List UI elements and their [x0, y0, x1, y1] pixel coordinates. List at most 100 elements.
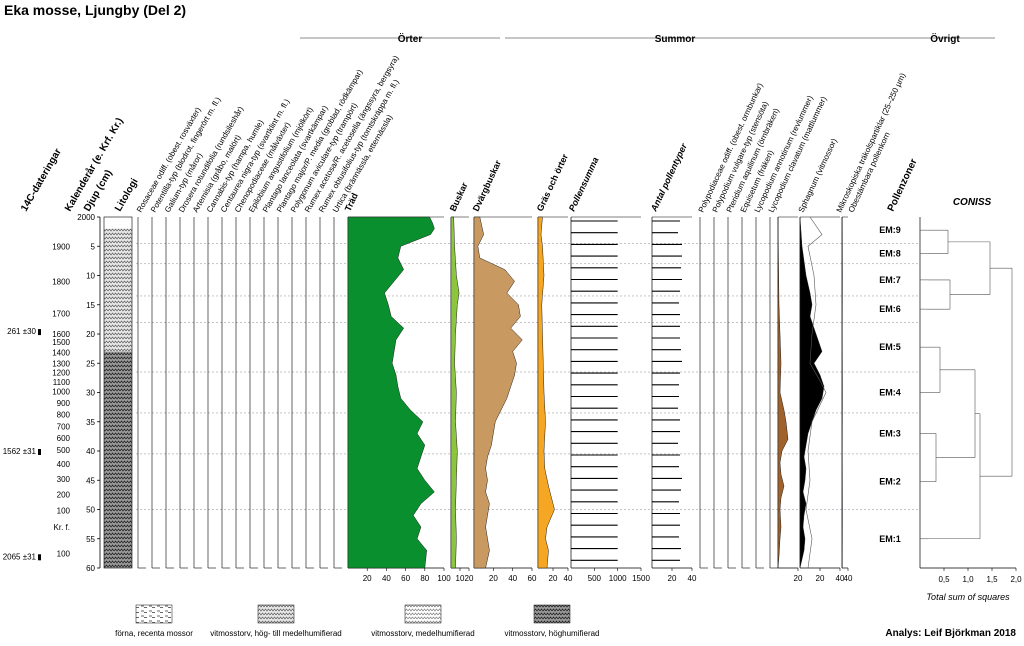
group-header-ovrigt: Övrigt: [930, 32, 960, 45]
sum-series-label: Dvärgbuskar: [471, 158, 504, 213]
series-tick-label: 40: [508, 574, 517, 583]
calendar-tick-label: 700: [57, 422, 71, 431]
series-tick-label: 40: [688, 574, 697, 583]
zone-label: EM:6: [879, 304, 901, 314]
series-area: [450, 216, 460, 569]
depth-tick-label: 60: [86, 564, 95, 573]
calendar-tick-label: 1700: [52, 310, 70, 319]
coniss-tick-label: 0,5: [938, 575, 950, 584]
zone-label: EM:7: [879, 275, 901, 285]
calendar-tick-label: 1300: [52, 359, 70, 368]
zone-label: EM:8: [879, 249, 901, 259]
calendar-tick-label: 300: [57, 475, 71, 484]
radiocarbon-date-label: 261 ±30: [7, 327, 36, 336]
calendar-tick-label: 1000: [52, 387, 70, 396]
zone-label: EM:4: [879, 388, 901, 398]
legend-forna: förna, recenta mossor: [115, 629, 193, 638]
zone-label: EM:9: [879, 225, 901, 235]
dates-header: 14C-dateringar: [19, 147, 64, 214]
calendar-tick-label: 500: [57, 446, 71, 455]
series-area: [537, 216, 555, 569]
series-tick-label: 20: [816, 574, 825, 583]
radiocarbon-date-marker: [38, 554, 41, 561]
sum-series-label: Pollensumma: [567, 156, 601, 213]
analyst-credit: Analys: Leif Björkman 2018: [885, 628, 1016, 639]
depth-tick-label: 25: [86, 359, 95, 368]
lithology-frame: [103, 216, 133, 569]
legend-hog-medel: vitmosstorv, hög- till medelhumifierad: [210, 629, 341, 638]
coniss-xlabel: Total sum of squares: [926, 592, 1010, 602]
series-tick-label: 40: [564, 574, 573, 583]
series-tick-label: 20: [549, 574, 558, 583]
zone-label: EM:5: [879, 342, 901, 352]
series-tick-label: 40: [382, 574, 391, 583]
group-header-summor: Summor: [655, 34, 696, 45]
lithology-lower: [104, 351, 132, 568]
series-tick-label: 20: [794, 574, 803, 583]
calendar-tick-label: 100: [57, 549, 71, 558]
series-tick-label: 40: [836, 574, 845, 583]
coniss-title: CONISS: [953, 197, 992, 208]
depth-tick-label: 2000: [77, 213, 95, 222]
calendar-tick-label: Kr. f.: [54, 523, 70, 532]
series-tick-label: 60: [528, 574, 537, 583]
series-tick-label: 1500: [632, 574, 650, 583]
depth-tick-label: 15: [86, 301, 95, 310]
lithology-upper: [104, 228, 132, 352]
coniss-tick-label: 2,0: [1010, 575, 1022, 584]
coniss-tick-label: 1,0: [962, 575, 974, 584]
radiocarbon-date-label: 2065 ±31: [3, 552, 37, 561]
calendar-tick-label: 1500: [52, 338, 70, 347]
depth-tick-label: 45: [86, 476, 95, 485]
calendar-tick-label: 1800: [52, 277, 70, 286]
series-tick-label: 20: [465, 574, 474, 583]
series-tick-label: 20: [489, 574, 498, 583]
series-tick-label: 40: [844, 574, 853, 583]
series-tick-label: 60: [401, 574, 410, 583]
depth-tick-label: 20: [86, 330, 95, 339]
series-line: [805, 216, 827, 569]
series-tick-label: 1000: [609, 574, 627, 583]
legend-medel: vitmosstorv, medelhumifierad: [371, 629, 474, 638]
calendar-tick-label: 1200: [52, 369, 70, 378]
legend-swatch-hog: [533, 604, 571, 624]
page-title: Eka mosse, Ljungby (Del 2): [4, 2, 187, 18]
series-tick-label: 100: [437, 574, 451, 583]
series-area: [777, 216, 789, 569]
series-tick-label: 10: [456, 574, 465, 583]
depth-tick-label: 40: [86, 447, 95, 456]
calendar-tick-label: 100: [57, 507, 71, 516]
calendar-tick-label: 900: [57, 399, 71, 408]
radiocarbon-date-marker: [38, 329, 41, 336]
sum-series-label: Gräs och örter: [535, 152, 570, 213]
sum-series-label: Buskar: [448, 181, 470, 213]
zone-label: EM:3: [879, 428, 901, 438]
series-tick-label: 80: [420, 574, 429, 583]
series-tick-label: 500: [588, 574, 602, 583]
radiocarbon-date-label: 1562 ±31: [3, 447, 37, 456]
calendar-tick-label: 1600: [52, 330, 70, 339]
calendar-tick-label: 1100: [53, 378, 71, 387]
legend-swatch-medel: [404, 604, 442, 624]
depth-tick-label: 50: [86, 506, 95, 515]
calendar-tick-label: 400: [57, 460, 71, 469]
legend-swatch-hog-medel: [257, 604, 295, 624]
series-area: [799, 216, 825, 569]
sum-series-label: Antal pollentyper: [648, 142, 689, 214]
depth-tick-label: 5: [91, 242, 96, 251]
group-header-orter: Örter: [398, 32, 423, 45]
calendar-tick-label: 800: [57, 411, 71, 420]
calendar-tick-label: 1400: [52, 349, 70, 358]
legend-swatch-forna: [135, 604, 173, 624]
radiocarbon-date-marker: [38, 449, 41, 455]
calendar-tick-label: 1900: [52, 242, 70, 251]
series-area: [347, 216, 435, 569]
depth-tick-label: 10: [86, 272, 95, 281]
series-tick-label: 20: [363, 574, 372, 583]
zone-label: EM:1: [879, 534, 901, 544]
depth-tick-label: 30: [86, 389, 95, 398]
zone-label: EM:2: [879, 477, 901, 487]
series-area: [473, 216, 523, 569]
coniss-tick-label: 1,5: [986, 575, 998, 584]
